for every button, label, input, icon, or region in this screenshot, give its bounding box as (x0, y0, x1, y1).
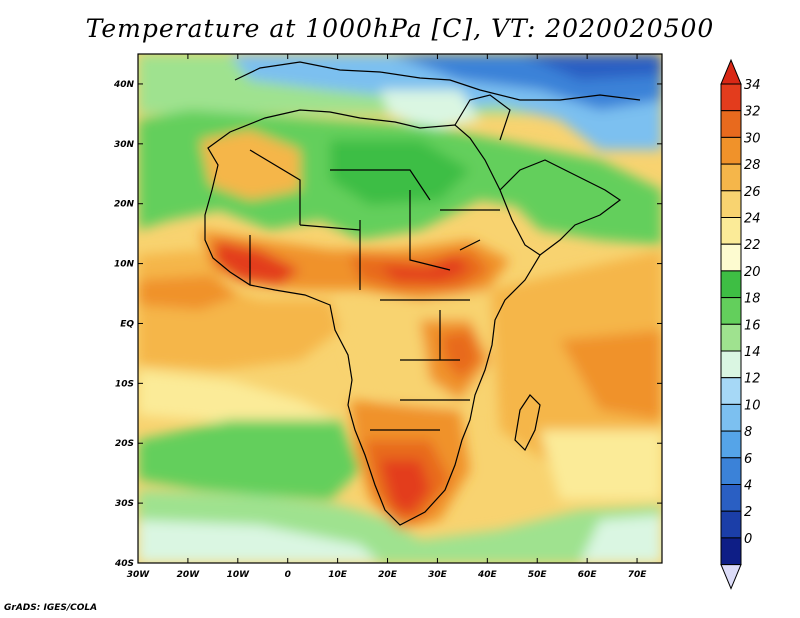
colorbar-label: 24 (744, 212, 761, 227)
lon-tick-label: 40E (477, 570, 498, 580)
colorbar-swatch (720, 510, 742, 539)
colorbar-swatch (720, 110, 742, 138)
colorbar-label: 8 (744, 425, 752, 440)
lon-tick-label: 10W (227, 570, 251, 580)
lon-tick-label: 50E (528, 570, 548, 580)
colorbar-label: 28 (744, 158, 761, 173)
colorbar-swatch (720, 484, 742, 512)
lon-tick-label: 20E (378, 570, 398, 580)
lon-tick-label: 60E (578, 570, 598, 580)
lat-tick-label: 10S (115, 379, 134, 389)
lat-tick-label: 40S (114, 559, 134, 569)
colorbar-label: 14 (744, 345, 761, 360)
map-frame (137, 53, 663, 564)
colorbar-label: 18 (744, 292, 761, 307)
colorbar-label: 20 (744, 265, 761, 280)
colorbar-swatch (720, 217, 742, 245)
colorbar-swatch (720, 403, 742, 432)
colorbar-swatch (720, 163, 742, 192)
colorbar-label: 26 (744, 185, 761, 200)
colorbar-label: 6 (744, 452, 752, 467)
lat-tick-label: 20S (115, 439, 134, 449)
lon-tick-label: 30E (428, 570, 448, 580)
lon-tick-label: 30W (127, 570, 151, 580)
lon-tick-label: 20W (177, 570, 201, 580)
map-title: Temperature at 1000hPa [C], VT: 20200205… (85, 14, 715, 43)
coastlines (204, 61, 641, 526)
colorbar-label: 4 (744, 479, 752, 494)
colorbar-label: 10 (744, 398, 761, 413)
lat-tick-label: 10N (114, 260, 135, 270)
lat-tick-label: 40N (113, 80, 135, 90)
colorbar-label: 16 (744, 318, 761, 333)
colorbar-swatch (720, 83, 742, 112)
lon-tick-label: 10E (328, 570, 348, 580)
colorbar-label: 32 (744, 105, 761, 120)
colorbar-swatch (720, 136, 742, 165)
colorbar-swatch (720, 537, 742, 566)
colorbar-label: 34 (744, 78, 761, 93)
colorbar-swatch (720, 323, 742, 352)
longitude-axis: 30W 20W 10W 0 10E 20E 30E 40E 50E 60E 70E (127, 54, 647, 580)
latitude-axis: 40N 30N 20N 10N EQ 10S 20S 30S 40S (113, 80, 662, 569)
colorbar-label: 22 (744, 238, 761, 253)
lat-tick-label: 30S (115, 499, 134, 509)
colorbar-swatch (720, 190, 742, 219)
colorbar-swatch (720, 270, 742, 299)
lat-tick-label: 20N (114, 200, 135, 210)
lon-tick-label: 0 (285, 570, 291, 580)
lat-tick-label: EQ (120, 319, 134, 329)
colorbar-swatch (720, 430, 742, 459)
lat-tick-label: 30N (114, 140, 135, 150)
colorbar-swatch (720, 243, 742, 272)
colorbar-label: 30 (744, 131, 761, 146)
colorbar-label: 2 (744, 505, 752, 520)
colorbar-swatch (720, 377, 742, 405)
colorbar-swatch (720, 457, 742, 485)
colorbar-top-arrow (720, 58, 742, 85)
temperature-field (138, 54, 662, 563)
colorbar-label: 12 (744, 372, 761, 387)
colorbar-swatch (720, 297, 742, 325)
colorbar-bottom-arrow (720, 564, 742, 590)
colorbar-label: 0 (744, 532, 752, 547)
lon-tick-label: 70E (628, 570, 648, 580)
grads-credit: GrADS: IGES/COLA (4, 603, 98, 613)
colorbar-swatch (720, 350, 742, 379)
